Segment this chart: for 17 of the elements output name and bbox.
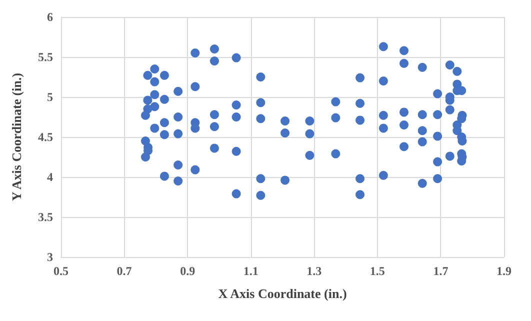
y-tick-label: 6 [47, 10, 53, 24]
x-tick-label: 1.9 [496, 264, 512, 278]
x-tick-label: 1.5 [370, 264, 385, 278]
y-axis-title: Y Axis Coordinate (in.) [9, 72, 24, 202]
y-tick-label: 5.5 [38, 50, 53, 64]
y-tick-label: 5 [47, 90, 53, 104]
x-tick-label: 1.1 [243, 264, 258, 278]
y-tick-label: 4.5 [38, 130, 53, 144]
x-tick-label: 0.9 [180, 264, 196, 278]
x-tick-label: 0.5 [54, 264, 68, 278]
x-axis-title: X Axis Coordinate (in.) [218, 286, 347, 301]
x-tick-label: 1.3 [306, 264, 322, 278]
x-tick-label: 1.7 [433, 264, 448, 278]
y-tick-label: 3.5 [38, 210, 53, 224]
x-tick-label: 0.7 [116, 264, 132, 278]
y-tick-label: 3 [47, 250, 53, 264]
y-tick-label: 4 [47, 170, 53, 184]
